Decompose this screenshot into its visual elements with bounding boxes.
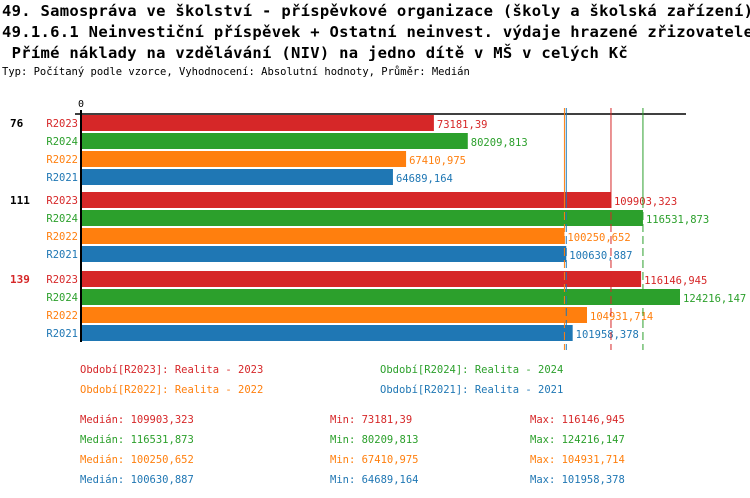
stat-min-R2024: Min: 80209,813 [330, 434, 419, 446]
stat-min-R2022: Min: 67410,975 [330, 454, 419, 466]
bar-value-label: 67410,975 [409, 155, 466, 167]
bar-value-label: 109903,323 [614, 196, 677, 208]
stat-max-R2023: Max: 116146,945 [530, 414, 625, 426]
bar-R2021 [82, 246, 567, 262]
bar-R2024 [82, 289, 680, 305]
bar-R2023 [82, 115, 434, 131]
series-label: R2021 [46, 172, 78, 184]
legend-item-R2023: Období[R2023]: Realita - 2023 [80, 364, 264, 376]
series-label: R2021 [46, 328, 78, 340]
title-line-3: Přímé náklady na vzdělávání (NIV) na jed… [2, 44, 629, 62]
x-tick-label: 0 [78, 99, 84, 110]
bar-R2024 [82, 210, 643, 226]
bar-value-label: 124216,147 [683, 293, 746, 305]
bar-value-label: 100250,652 [567, 232, 630, 244]
series-label: R2022 [46, 310, 78, 322]
category-label: 111 [10, 194, 30, 207]
series-label: R2022 [46, 154, 78, 166]
title-line-1: 49. Samospráva ve školství - příspěvkové… [2, 2, 750, 20]
bar-R2022 [82, 151, 407, 167]
series-label: R2023 [46, 274, 78, 286]
series-label: R2024 [46, 213, 78, 225]
bar-R2021 [82, 325, 573, 341]
legend-item-R2021: Období[R2021]: Realita - 2021 [380, 384, 564, 396]
bar-value-label: 116531,873 [646, 214, 709, 226]
subtitle: Typ: Počítaný podle vzorce, Vyhodnocení:… [2, 66, 470, 78]
title-line-2: 49.1.6.1 Neinvestiční příspěvek + Ostatn… [2, 23, 750, 41]
series-label: R2023 [46, 195, 78, 207]
stat-min-R2023: Min: 73181,39 [330, 414, 413, 426]
stat-max-R2021: Max: 101958,378 [530, 474, 625, 486]
legend-item-R2022: Období[R2022]: Realita - 2022 [80, 384, 264, 396]
series-label: R2024 [46, 292, 78, 304]
series-label: R2021 [46, 249, 78, 261]
bar-R2023 [82, 271, 642, 287]
stat-median-R2024: Medián: 116531,873 [80, 434, 194, 446]
bar-R2022 [82, 307, 588, 323]
legend-item-R2024: Období[R2024]: Realita - 2024 [380, 364, 564, 376]
bar-value-label: 80209,813 [471, 137, 528, 149]
bar-value-label: 64689,164 [396, 173, 453, 185]
stat-max-R2024: Max: 124216,147 [530, 434, 625, 446]
bar-R2023 [82, 192, 611, 208]
stat-median-R2023: Medián: 109903,323 [80, 414, 194, 426]
bar-R2022 [82, 228, 565, 244]
stat-median-R2021: Medián: 100630,887 [80, 474, 194, 486]
bar-value-label: 104931,714 [590, 311, 653, 323]
bar-R2024 [82, 133, 468, 149]
stat-max-R2022: Max: 104931,714 [530, 454, 625, 466]
category-label: 139 [10, 273, 30, 286]
stat-min-R2021: Min: 64689,164 [330, 474, 419, 486]
category-label: 76 [10, 117, 24, 130]
stat-median-R2022: Medián: 100250,652 [80, 454, 194, 466]
series-label: R2024 [46, 136, 78, 148]
bar-value-label: 101958,378 [576, 329, 639, 341]
bar-value-label: 100630,887 [569, 250, 632, 262]
series-label: R2022 [46, 231, 78, 243]
bar-value-label: 116146,945 [644, 275, 707, 287]
bar-R2021 [82, 169, 393, 185]
series-label: R2023 [46, 118, 78, 130]
bar-value-label: 73181,39 [437, 119, 488, 131]
